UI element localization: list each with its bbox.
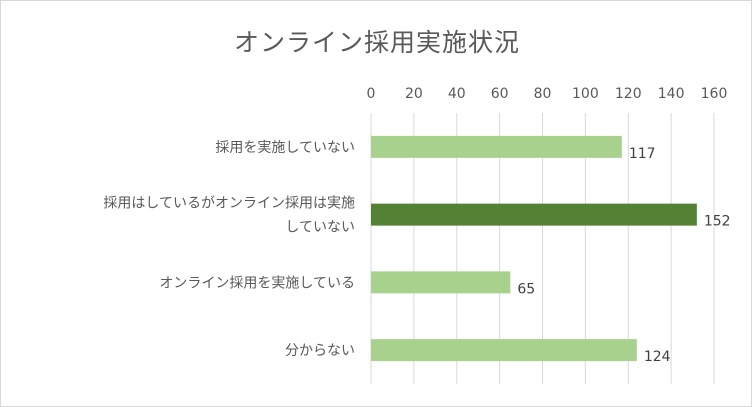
x-tick-label: 40 xyxy=(448,86,466,102)
bars xyxy=(371,135,697,362)
category-label: していない xyxy=(285,220,355,236)
bar xyxy=(371,135,622,158)
x-tick-label: 160 xyxy=(701,86,728,102)
category-labels: 採用を実施していない採用はしているがオンライン採用は実施していないオンライン採用… xyxy=(103,140,355,359)
data-label: 65 xyxy=(517,281,535,297)
chart-title: オンライン採用実施状況 xyxy=(233,28,520,57)
x-axis-ticks: 0 20 40 60 80 100 120 140 160 xyxy=(367,86,728,102)
data-label: 124 xyxy=(644,349,671,365)
x-tick-label: 140 xyxy=(658,86,685,102)
x-tick-label: 100 xyxy=(572,86,599,102)
gridlines xyxy=(370,113,715,384)
data-labels: 117 152 65 124 xyxy=(517,146,730,365)
bar xyxy=(371,203,697,226)
x-tick-label: 80 xyxy=(534,86,552,102)
bar xyxy=(371,339,637,362)
data-label: 117 xyxy=(629,146,656,162)
category-label: 採用を実施していない xyxy=(215,140,355,156)
category-label: 採用はしているがオンライン採用は実施 xyxy=(103,196,355,212)
x-tick-label: 0 xyxy=(367,86,376,102)
category-label: 分からない xyxy=(285,343,355,359)
category-label: オンライン採用を実施している xyxy=(159,275,355,291)
x-tick-label: 60 xyxy=(491,86,509,102)
bar xyxy=(371,271,511,294)
data-label: 152 xyxy=(704,214,731,230)
x-tick-label: 120 xyxy=(615,86,642,102)
x-tick-label: 20 xyxy=(405,86,423,102)
